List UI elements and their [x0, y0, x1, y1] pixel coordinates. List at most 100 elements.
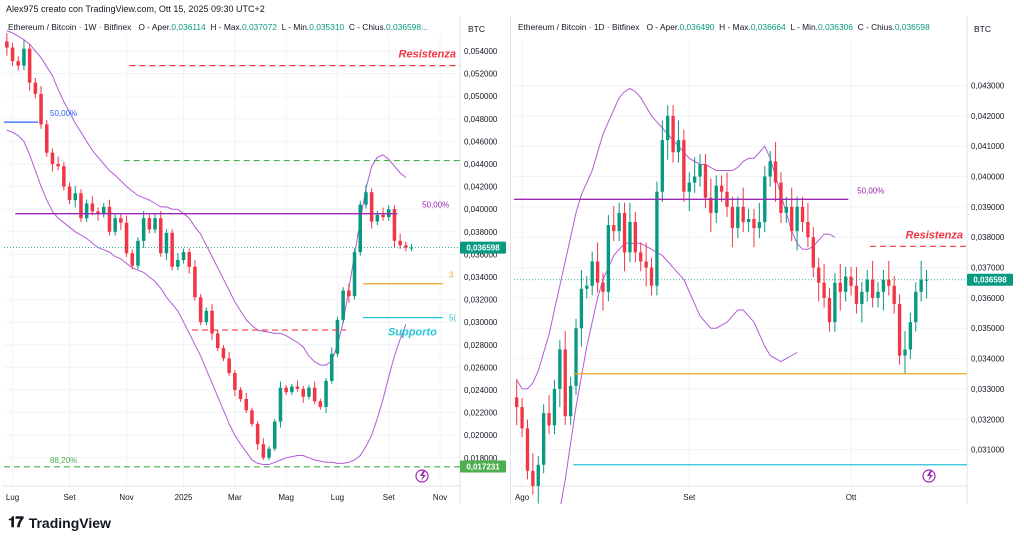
weekly-open-label: O - Aper. [138, 22, 172, 32]
y-tick-label: 0,042000 [971, 112, 1005, 121]
candle [881, 279, 886, 292]
weekly-close-value: 0,036598... [386, 22, 428, 32]
candle [90, 203, 95, 212]
candle [541, 413, 546, 465]
candle [892, 285, 896, 304]
x-tick-label: Nov [119, 493, 133, 502]
candle [736, 206, 740, 229]
candle [536, 464, 540, 486]
candle [170, 232, 174, 267]
low-price-label: 0,017231 [466, 462, 500, 471]
tradingview-logo[interactable]: 𝟏𝟕 TradingView [8, 514, 111, 531]
candle [757, 222, 762, 229]
y-tick-label: 0,036000 [971, 294, 1005, 303]
candle [221, 348, 226, 359]
candle [914, 291, 918, 323]
candle [585, 285, 589, 289]
candle [649, 267, 654, 286]
candle [181, 252, 186, 260]
weekly-chart-svg[interactable]: 0,054000 0,052000 0,050000 0,048000 0,046000… [2, 16, 510, 504]
y-tick-label: 0,040000 [971, 173, 1005, 182]
candle [141, 218, 146, 241]
low-price-tag [460, 460, 506, 473]
candle [843, 276, 848, 292]
x-tick-label: Set [64, 493, 77, 502]
weekly-low-label: L - Min. [281, 22, 310, 32]
y-tick-label: 0,046000 [464, 137, 498, 146]
candle [908, 322, 913, 350]
x-tick-label: Ago [515, 493, 530, 502]
candle [876, 291, 880, 298]
candle [193, 266, 197, 298]
panel-divider [510, 16, 511, 504]
candle [136, 240, 140, 266]
current-price-label: 0,036598 [973, 276, 1007, 285]
y-tick-label: 0,033000 [971, 385, 1005, 394]
candle [27, 48, 32, 83]
candle [187, 252, 192, 267]
candle [811, 237, 815, 268]
candle [773, 161, 778, 183]
candle [633, 222, 638, 253]
daily-chart-svg[interactable]: 0,043000 0,042000 0,041000 0,040000 0,039000… [512, 16, 1020, 504]
candle [307, 387, 311, 397]
level-label-fib88: 88,20% [50, 456, 77, 465]
candle [865, 279, 869, 292]
level-label-fib50: 50,00% [857, 186, 884, 195]
candle [130, 253, 135, 266]
candle [779, 182, 783, 213]
candle [364, 192, 368, 205]
candle [398, 240, 402, 246]
y-tick-label: 0,038000 [971, 233, 1005, 242]
y-tick-label: 0,038000 [464, 228, 498, 237]
x-tick-label: Nov [433, 493, 447, 502]
bollinger-lower [6, 129, 407, 465]
candle [817, 267, 821, 283]
current-price-tag [460, 241, 506, 254]
candle [409, 247, 414, 249]
chart-panel-weekly[interactable]: 0,054000 0,052000 0,050000 0,048000 0,046000… [2, 16, 510, 504]
y-tick-label: 0,048000 [464, 115, 498, 124]
candle [854, 285, 859, 304]
level-label-Supporto: Supporto [388, 327, 437, 339]
lightning-icon [927, 471, 933, 481]
tradingview-logo-icon: 𝟏𝟕 [8, 514, 24, 531]
candle [164, 232, 169, 254]
candle [119, 218, 123, 223]
candle [329, 353, 334, 381]
candle [924, 279, 929, 281]
candle [612, 225, 616, 232]
candle [515, 397, 519, 408]
y-tick-label: 0,036000 [464, 250, 498, 259]
y-tick-label: 0,026000 [464, 363, 498, 372]
candle [369, 192, 374, 222]
candle [101, 206, 106, 214]
daily-open-value: 0,036490 [679, 22, 715, 32]
bollinger-upper [6, 30, 407, 366]
candle [719, 185, 724, 192]
y-tick-label: 0,043000 [971, 82, 1005, 91]
y-tick-label: 0,050000 [464, 92, 498, 101]
y-tick-label: 0,044000 [464, 160, 498, 169]
candle [381, 214, 385, 218]
daily-high-label: H - Max. [719, 22, 751, 32]
candle [579, 288, 584, 329]
candle [903, 349, 907, 356]
candle [158, 218, 163, 254]
candle [290, 386, 294, 393]
y-tick-label: 0,024000 [464, 386, 498, 395]
candle [644, 261, 648, 268]
chart-panel-daily[interactable]: 0,043000 0,042000 0,041000 0,040000 0,039000… [512, 16, 1020, 504]
x-tick-label: Set [383, 493, 396, 502]
candle [838, 282, 842, 292]
x-tick-label: Set [683, 493, 696, 502]
candle [919, 279, 923, 292]
candle [887, 279, 891, 286]
candle [628, 222, 632, 253]
candle [595, 261, 600, 283]
candle [671, 115, 675, 153]
candle [822, 282, 826, 298]
candle [16, 61, 21, 66]
x-tick-label: Mag [278, 493, 294, 502]
candle [730, 206, 735, 229]
